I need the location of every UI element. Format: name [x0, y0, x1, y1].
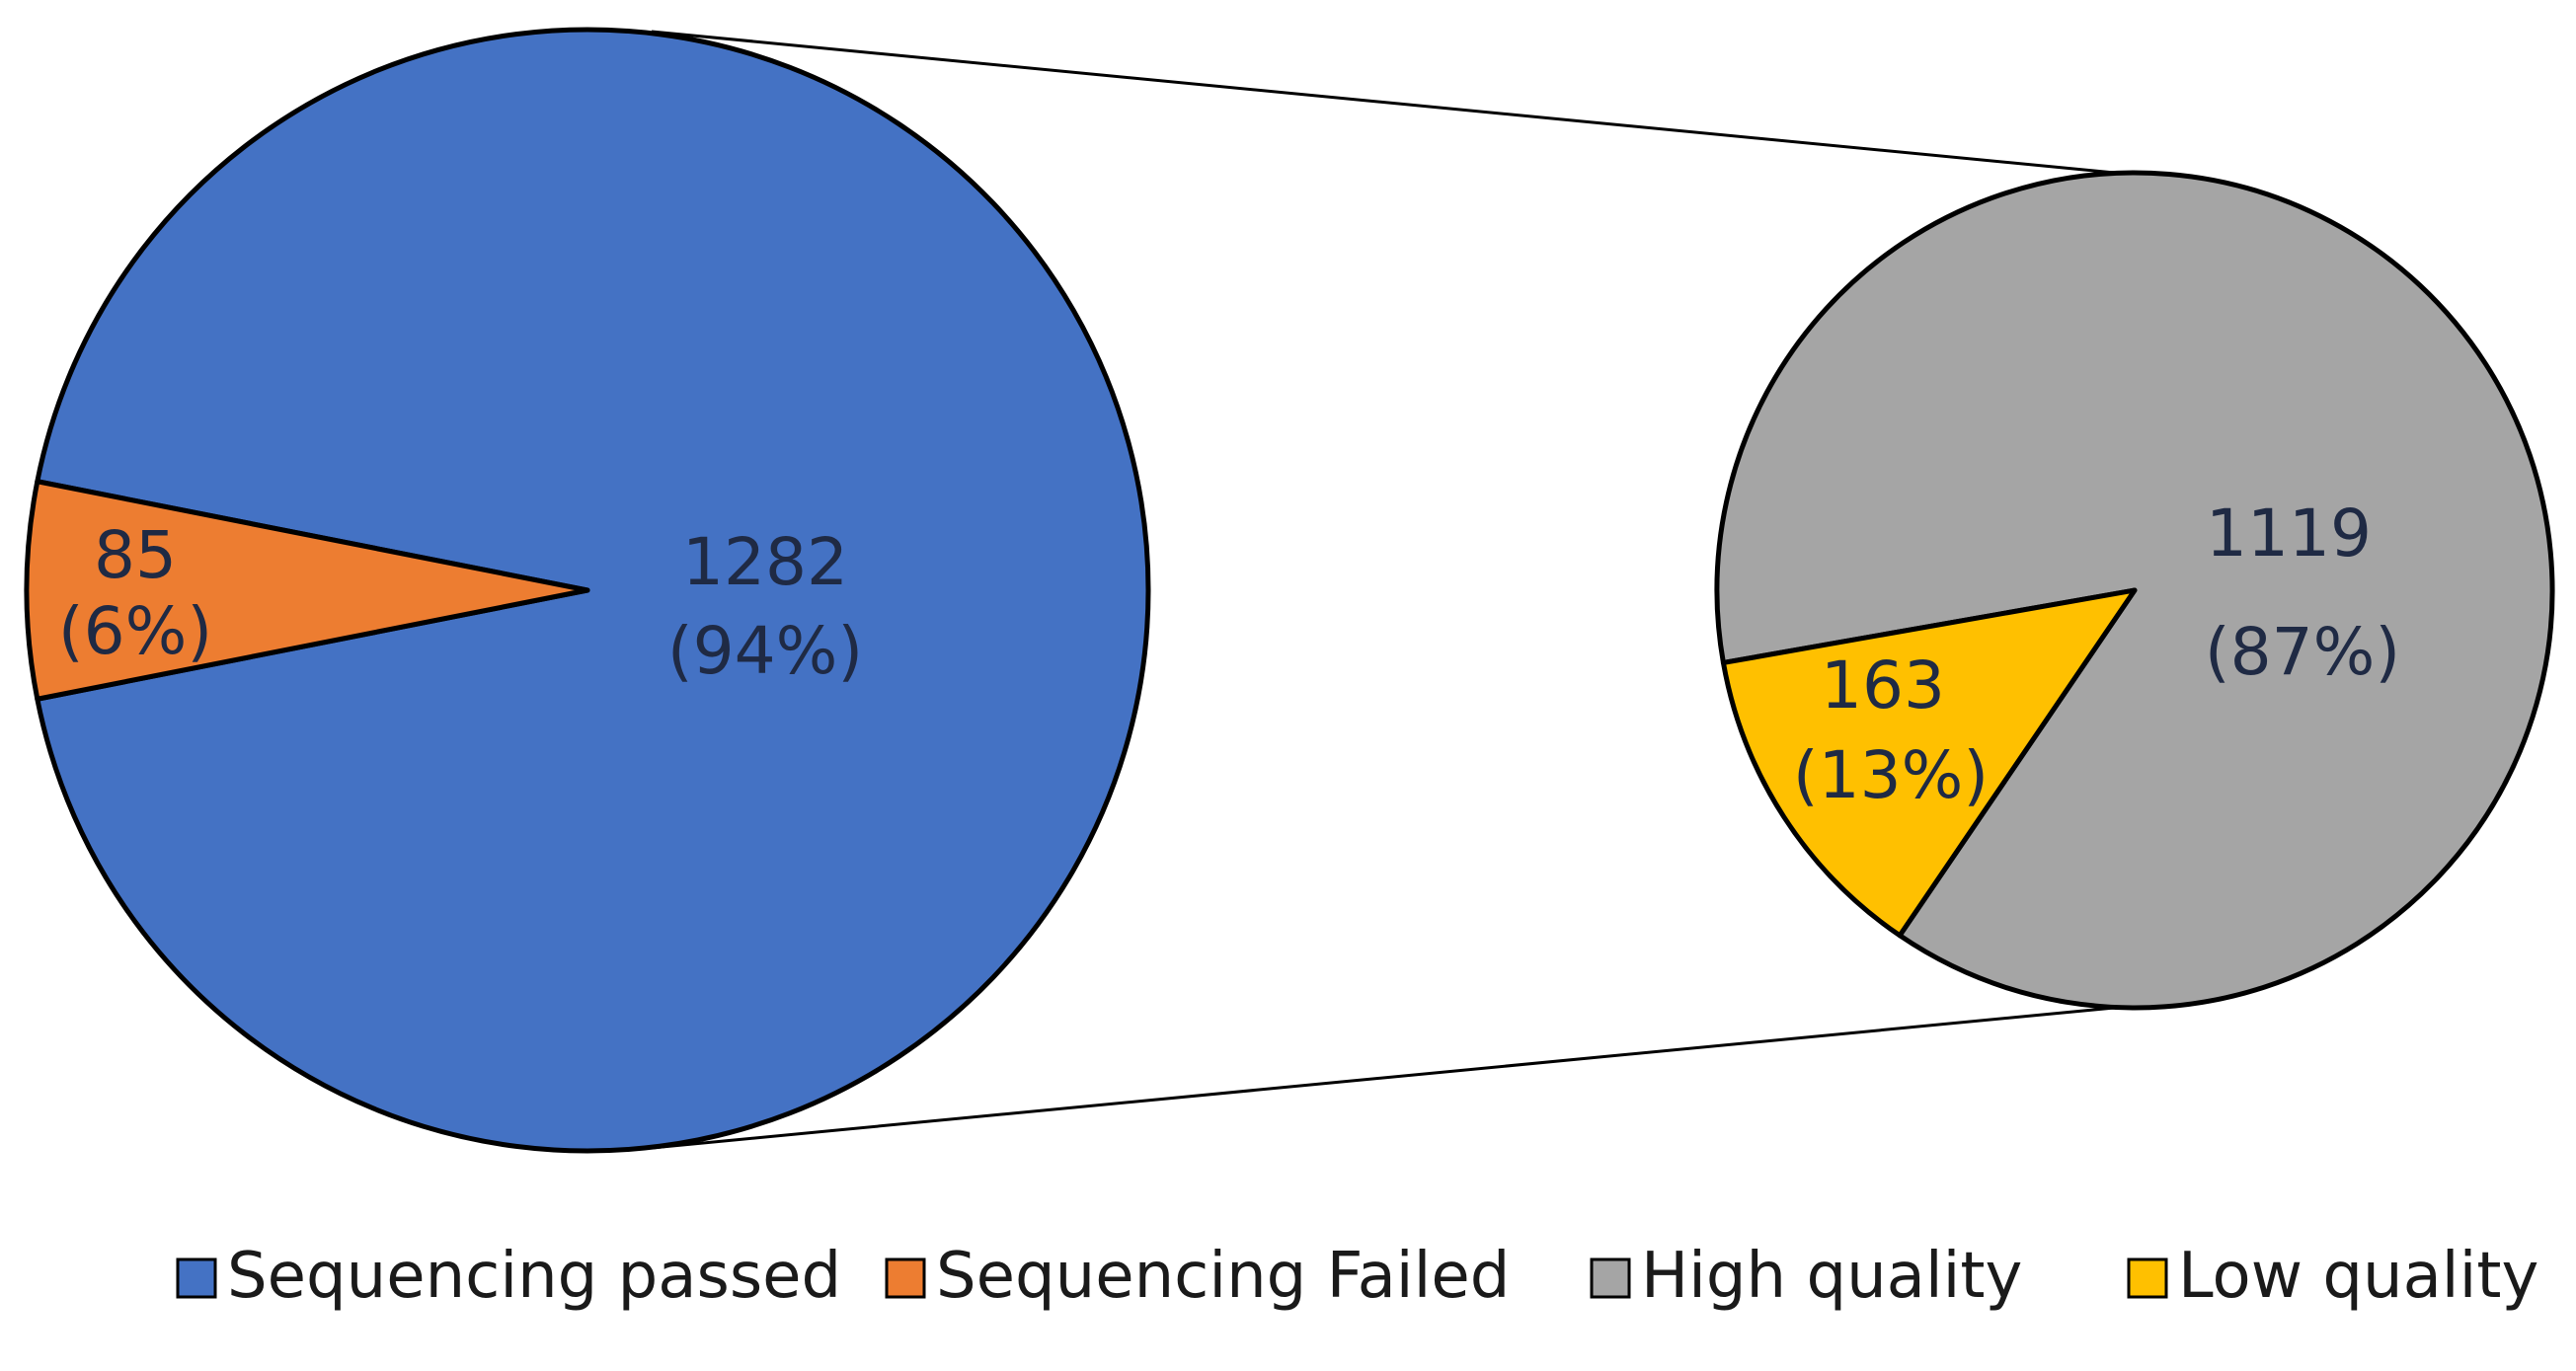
legend-label: Sequencing passed — [227, 1240, 841, 1313]
connector-line-bottom — [651, 1005, 2126, 1150]
pie-slice-sequencing-passed — [35, 27, 1151, 1154]
legend-swatch — [1590, 1257, 1631, 1299]
legend-swatch — [176, 1257, 217, 1299]
pie-slice-sequencing-failed — [24, 479, 590, 702]
legend: Sequencing passed Sequencing Failed High q… — [176, 1240, 2538, 1313]
data-label-value-high-quality: 1119 — [2206, 495, 2372, 571]
data-label-percent-sequencing-passed: (94%) — [667, 613, 863, 689]
main-pie — [24, 27, 1151, 1154]
data-label-percent-low-quality: (13%) — [1793, 737, 1989, 813]
legend-label: Low quality — [2178, 1240, 2538, 1313]
data-label-percent-sequencing-failed: (6%) — [58, 593, 212, 669]
connector-lines — [651, 30, 2126, 1150]
data-label-value-low-quality: 163 — [1821, 647, 1945, 724]
legend-swatch — [885, 1257, 926, 1299]
legend-label: Sequencing Failed — [936, 1240, 1510, 1313]
secondary-pie — [1714, 170, 2555, 1011]
data-labels: 1282 (94%) 85(6%) 1119 (87%) 163 (13%) — [58, 495, 2400, 813]
connector-line-top — [651, 30, 2126, 176]
data-label-value-sequencing-passed: 1282 — [682, 524, 848, 600]
pie-slice-low-quality — [1720, 587, 2138, 939]
legend-label: High quality — [1641, 1240, 2022, 1313]
legend-swatch — [2127, 1257, 2168, 1299]
data-label-percent-high-quality: (87%) — [2205, 614, 2400, 690]
data-label-value-sequencing-failed: 85 — [94, 517, 177, 593]
